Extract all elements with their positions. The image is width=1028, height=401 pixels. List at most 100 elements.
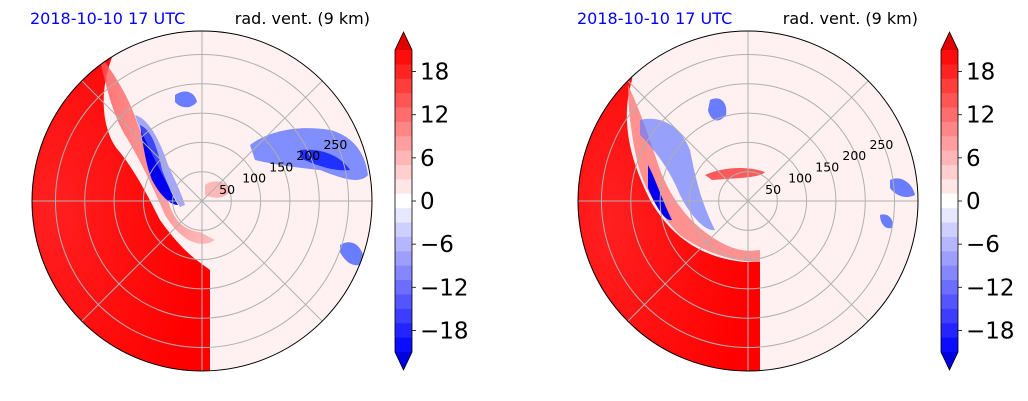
right-cell-3 [880, 214, 893, 229]
left-rtick-250: 250 [323, 137, 347, 152]
right-colorbar-level-10 [941, 193, 958, 209]
left-cbtick-minus12: −12 [420, 275, 469, 301]
left-colorbar-level-13 [395, 236, 412, 252]
left-colorbar-level-5 [395, 121, 412, 137]
right-cbtick-6: 6 [966, 146, 981, 172]
right-cbtick-minus18: −18 [966, 318, 1015, 344]
left-colorbar-ticks: 18 12 6 0 −6 −12 −18 [420, 60, 469, 345]
right-title-variable: rad. vent. (9 km) [783, 9, 918, 28]
right-colorbar-level-14 [941, 251, 958, 267]
right-colorbar-level-18 [941, 308, 958, 324]
right-colorbar-level-12 [941, 222, 958, 238]
left-negative-edge [135, 115, 185, 207]
right-cbtick-0: 0 [966, 189, 981, 215]
left-colorbar-level-18 [395, 308, 412, 324]
left-cbtick-12: 12 [420, 103, 449, 129]
right-field [578, 31, 918, 371]
right-colorbar-level-11 [941, 208, 958, 224]
left-colorbar-level-3 [395, 93, 412, 109]
right-cell-2 [890, 178, 915, 198]
right-colorbar-level-15 [941, 265, 958, 281]
right-inner-patch [705, 168, 765, 180]
right-colorbar-level-7 [941, 150, 958, 166]
left-colorbar-level-8 [395, 165, 412, 180]
left-spoke-45 [201, 80, 323, 202]
right-colorbar-level-19 [941, 323, 958, 339]
left-spoke-135 [81, 80, 203, 202]
right-colorbar-level-17 [941, 294, 958, 310]
right-spoke-135 [627, 80, 749, 202]
left-colorbar-extend-min [395, 352, 412, 370]
left-colorbar [394, 31, 416, 371]
right-colorbar-level-0 [941, 50, 958, 65]
left-cbtick-6: 6 [420, 146, 435, 172]
left-cell-1 [175, 91, 197, 108]
right-colorbar-level-16 [941, 280, 958, 295]
left-colorbar-level-9 [395, 179, 412, 195]
left-colorbar-level-4 [395, 107, 412, 123]
left-cbtick-minus6: −6 [420, 232, 454, 258]
left-colorbar-level-12 [395, 222, 412, 238]
left-polar-grid [32, 31, 372, 371]
left-colorbar-extend-max [395, 32, 412, 50]
left-title-date: 2018-10-10 17 UTC [30, 9, 185, 28]
right-rtick-250: 250 [869, 137, 893, 152]
right-colorbar-ticks: 18 12 6 0 −6 −12 −18 [966, 60, 1015, 345]
left-cbtick-minus18: −18 [420, 318, 469, 344]
right-negative-edge [640, 118, 715, 231]
left-rtick-150: 150 [269, 159, 293, 174]
left-rtick-200: 200 [296, 148, 320, 163]
right-colorbar-level-4 [941, 107, 958, 123]
right-title-date: 2018-10-10 17 UTC [577, 9, 732, 28]
left-colorbar-level-0 [395, 50, 412, 65]
right-colorbar-level-5 [941, 121, 958, 137]
right-transition-band [628, 85, 760, 262]
left-cell-4 [340, 242, 365, 266]
left-cell-3 [300, 149, 350, 171]
right-cbtick-minus12: −12 [966, 275, 1015, 301]
right-cbtick-minus6: −6 [966, 232, 1000, 258]
left-cbtick-0: 0 [420, 189, 435, 215]
right-colorbar-level-1 [941, 64, 958, 80]
left-rtick-50: 50 [219, 182, 235, 197]
right-colorbar-extend-max [941, 32, 958, 50]
right-cbtick-18: 18 [966, 60, 995, 86]
right-colorbar-level-9 [941, 179, 958, 195]
left-colorbar-level-17 [395, 294, 412, 310]
right-cbtick-12: 12 [966, 103, 995, 129]
right-colorbar [940, 31, 962, 371]
left-colorbar-level-6 [395, 136, 412, 152]
right-rtick-200: 200 [842, 148, 866, 163]
right-colorbar-level-2 [941, 78, 958, 94]
left-colorbar-level-1 [395, 64, 412, 80]
left-colorbar-outline [394, 31, 413, 371]
right-polar-frame [577, 30, 919, 372]
right-colorbar-level-3 [941, 93, 958, 109]
left-colorbar-level-10 [395, 193, 412, 209]
right-polar-grid [578, 31, 918, 371]
left-rtick-100: 100 [242, 171, 266, 186]
left-colorbar-level-14 [395, 251, 412, 267]
left-polar-frame [31, 30, 373, 372]
right-colorbar-level-6 [941, 136, 958, 152]
left-colorbar-level-15 [395, 265, 412, 281]
right-rtick-150: 150 [815, 159, 839, 174]
right-colorbar-level-20 [941, 337, 958, 353]
left-colorbar-level-16 [395, 280, 412, 295]
right-colorbar-outline [940, 31, 959, 371]
right-cell-1 [708, 98, 727, 121]
left-colorbar-level-20 [395, 337, 412, 353]
right-radial-ticks: 50 100 150 200 250 [765, 137, 893, 197]
left-spoke-225 [81, 200, 203, 322]
right-spoke-225 [627, 200, 749, 322]
right-spoke-45 [747, 80, 869, 202]
left-spoke-315 [201, 200, 323, 322]
left-colorbar-level-19 [395, 323, 412, 339]
right-spoke-315 [747, 200, 869, 322]
left-inner-patch [205, 181, 230, 198]
right-rtick-50: 50 [765, 182, 781, 197]
right-colorbar-level-8 [941, 165, 958, 180]
right-panel: 2018-10-10 17 UTC rad. vent. (9 km) 50 1… [577, 9, 1015, 372]
right-colorbar-extend-min [941, 352, 958, 370]
left-title-variable: rad. vent. (9 km) [235, 9, 370, 28]
